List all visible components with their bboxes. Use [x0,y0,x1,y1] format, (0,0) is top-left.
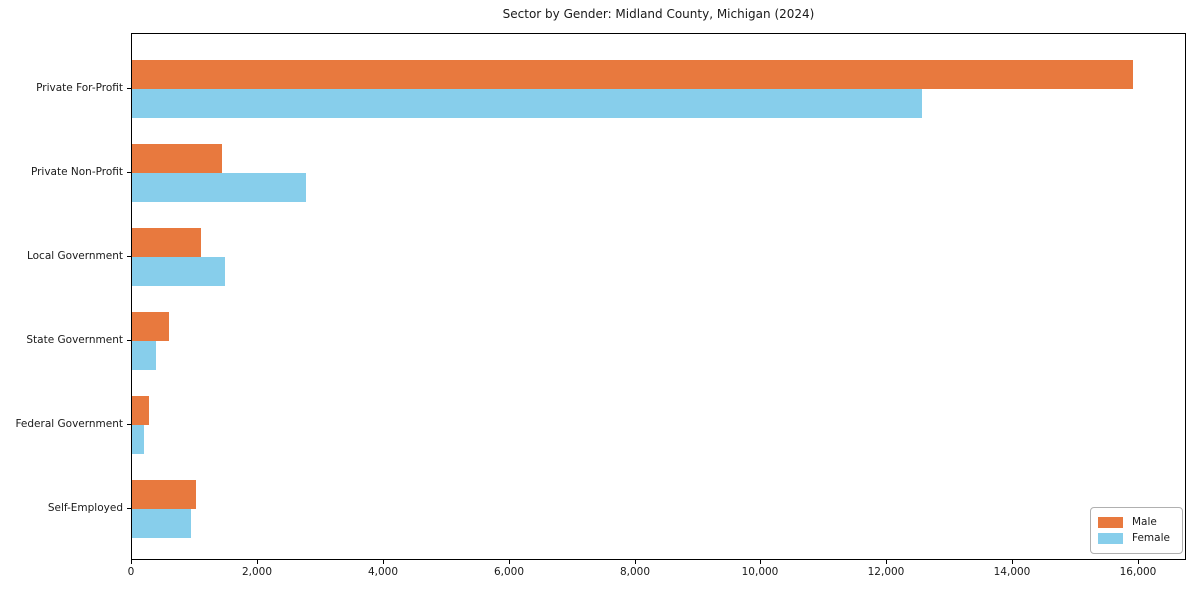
y-axis-label-private-for-profit: Private For-Profit [36,82,123,94]
y-tick-mark [127,88,131,89]
x-tick-label: 14,000 [993,566,1031,578]
bar-male-local-government [132,228,201,257]
x-tick-label: 12,000 [867,566,905,578]
y-axis-label-private-non-profit: Private Non-Profit [30,166,123,178]
bar-male-state-government [132,312,169,341]
x-tick-mark [131,560,132,564]
x-tick-label: 4,000 [367,566,399,578]
legend-item-female: Female [1098,533,1175,544]
x-tick-label: 0 [127,566,135,578]
y-tick-mark [127,256,131,257]
y-tick-mark [127,508,131,509]
x-tick-mark [257,560,258,564]
y-axis-label-self-employed: Self-Employed [47,502,123,514]
x-tick-label: 8,000 [619,566,651,578]
bar-female-self-employed [132,509,191,538]
x-tick-mark [509,560,510,564]
legend: Male Female [1090,507,1183,554]
bar-female-state-government [132,341,156,370]
plot-area [131,33,1186,560]
x-tick-mark [1138,560,1139,564]
legend-label-female: Female [1132,532,1170,544]
x-tick-label: 6,000 [493,566,525,578]
legend-label-male: Male [1132,516,1157,528]
x-tick-label: 10,000 [741,566,779,578]
y-axis-label-local-government: Local Government [26,250,123,262]
y-tick-mark [127,340,131,341]
x-tick-mark [383,560,384,564]
y-axis-label-federal-government: Federal Government [15,418,123,430]
legend-item-male: Male [1098,517,1175,528]
bar-male-private-for-profit [132,60,1133,89]
bar-male-federal-government [132,396,149,425]
x-tick-label: 16,000 [1119,566,1157,578]
legend-swatch-male [1098,517,1123,528]
y-axis-label-state-government: State Government [26,334,123,346]
y-tick-mark [127,424,131,425]
bar-female-local-government [132,257,225,286]
x-tick-label: 2,000 [241,566,273,578]
x-tick-mark [635,560,636,564]
bar-male-private-non-profit [132,144,222,173]
chart-title: Sector by Gender: Midland County, Michig… [502,7,815,21]
bar-male-self-employed [132,480,196,509]
legend-swatch-female [1098,533,1123,544]
bar-female-federal-government [132,425,144,454]
x-tick-mark [1012,560,1013,564]
y-tick-mark [127,172,131,173]
x-tick-mark [760,560,761,564]
x-tick-mark [886,560,887,564]
bar-female-private-for-profit [132,89,922,118]
bar-female-private-non-profit [132,173,306,202]
